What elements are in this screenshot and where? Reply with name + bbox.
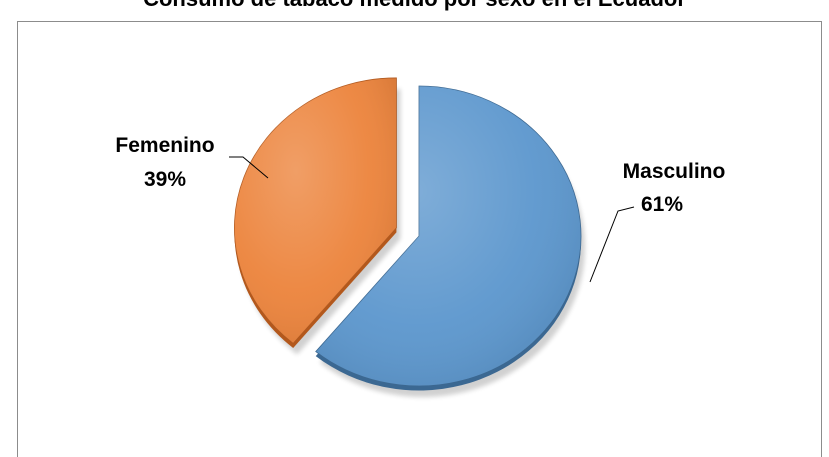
pie-slices (234, 77, 585, 398)
chart-title: Consumo de tabaco medido por sexo en el … (0, 0, 829, 12)
slice-name-label-femenino: Femenino (115, 134, 214, 157)
slice-name-label-masculino: Masculino (623, 160, 726, 183)
pie-slice-femenino (234, 77, 401, 355)
slice-value-label-masculino: 61% (641, 193, 683, 216)
pie-labels: Masculino 61% Femenino 39% (115, 134, 726, 283)
pie-slice-masculino (315, 85, 585, 398)
leader-line-femenino (229, 156, 269, 179)
leader-line-masculino (589, 206, 635, 283)
slice-value-label-femenino: 39% (144, 168, 186, 191)
